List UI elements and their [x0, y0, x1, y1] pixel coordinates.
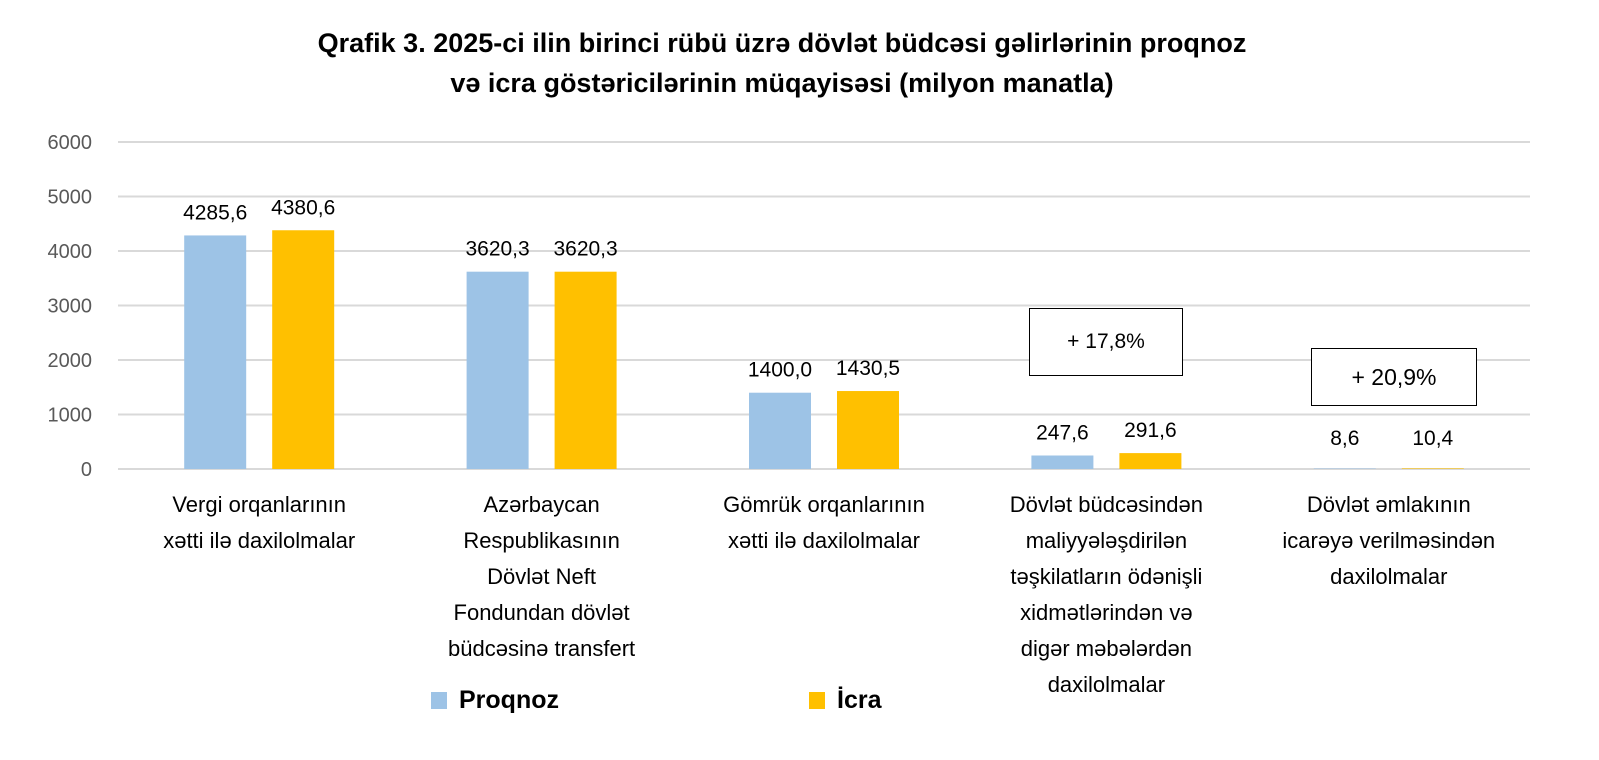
- x-category-label: Dövlət büdcəsindən maliyyələşdirilən təşki…: [966, 487, 1246, 703]
- bar-icra: [272, 230, 335, 469]
- bar-proqnoz: [184, 235, 247, 469]
- category-label-line: Vergi orqanlarının: [172, 492, 347, 517]
- legend-item-proqnoz: Proqnoz: [431, 686, 559, 715]
- category-label-line: xətti ilə daxilolmalar: [163, 528, 356, 553]
- category-label-line: Azərbaycan: [483, 492, 600, 517]
- y-tick-label: 3000: [48, 296, 93, 318]
- x-category-label: Gömrük orqanlarının xətti ilə daxilolmala…: [684, 487, 964, 559]
- category-label-line: digər məbələrdən: [1020, 636, 1192, 661]
- annotation-text: + 17,8%: [1067, 330, 1145, 353]
- chart-title-line-2: və icra göstəricilərinin müqayisəsi (mil…: [450, 68, 1114, 98]
- y-tick-label: 1000: [48, 405, 93, 427]
- x-category-label: Dövlət əmlakının icarəyə verilməsindən dax…: [1249, 487, 1529, 595]
- y-tick-label: 0: [81, 459, 92, 481]
- bar-proqnoz: [749, 392, 811, 469]
- data-label: 4285,6: [183, 201, 247, 224]
- data-label: 247,6: [1036, 422, 1089, 445]
- data-label: 291,6: [1124, 419, 1177, 442]
- category-label-line: Gömrük orqanlarının: [723, 492, 925, 517]
- legend-swatch: [809, 692, 825, 709]
- annotation-box-2: + 20,9%: [1311, 348, 1477, 406]
- legend-swatch: [431, 692, 447, 709]
- category-label-line: təşkilatların ödənişli: [1010, 564, 1203, 589]
- legend-item-icra: İcra: [809, 686, 881, 715]
- category-label-line: Respublikasının: [463, 528, 620, 553]
- bar-proqnoz: [466, 271, 529, 469]
- category-label-line: Dövlət büdcəsindən: [1009, 492, 1204, 517]
- data-label: 3620,3: [553, 238, 617, 261]
- category-label-line: icarəyə verilməsindən: [1282, 528, 1496, 553]
- bar-icra: [1401, 468, 1464, 469]
- category-label-line: xidmətlərindən və: [1020, 600, 1193, 625]
- data-label: 1430,5: [836, 357, 900, 380]
- y-tick-label: 2000: [48, 350, 93, 372]
- bar-proqnoz: [1031, 455, 1094, 469]
- x-category-label: Vergi orqanlarının xətti ilə daxilolmalar: [119, 487, 399, 559]
- category-label-line: daxilolmalar: [1047, 672, 1166, 697]
- data-label: 10,4: [1412, 427, 1453, 450]
- legend-label: İcra: [837, 686, 882, 714]
- category-label-line: xətti ilə daxilolmalar: [728, 528, 920, 553]
- chart-title-line-1: Qrafik 3. 2025-ci ilin birinci rübü üzrə…: [317, 28, 1247, 58]
- category-label-line: Dövlət əmlakının: [1306, 492, 1471, 517]
- annotation-text: + 20,9%: [1351, 363, 1437, 390]
- data-label: 3620,3: [465, 238, 529, 261]
- y-tick-label: 4000: [48, 241, 93, 263]
- category-label-line: büdcəsinə transfert: [448, 636, 636, 661]
- legend-label: Proqnoz: [459, 686, 559, 714]
- y-tick-label: 6000: [48, 132, 93, 154]
- bar-icra: [1119, 453, 1182, 469]
- category-label-line: daxilolmalar: [1330, 564, 1448, 589]
- category-label-line: Dövlət Neft: [487, 564, 596, 589]
- bar-icra: [554, 271, 617, 469]
- data-label: 4380,6: [271, 196, 335, 219]
- category-label-line: Fondundan dövlət: [453, 600, 630, 625]
- bar-icra: [837, 391, 899, 469]
- data-label: 1400,0: [748, 359, 812, 382]
- y-tick-label: 5000: [48, 187, 93, 209]
- data-label: 8,6: [1330, 427, 1359, 450]
- x-category-label: Azərbaycan Respublikasının Dövlət Neft Fond…: [402, 487, 682, 667]
- annotation-box-1: + 17,8%: [1029, 308, 1183, 376]
- category-label-line: maliyyələşdirilən: [1025, 528, 1188, 553]
